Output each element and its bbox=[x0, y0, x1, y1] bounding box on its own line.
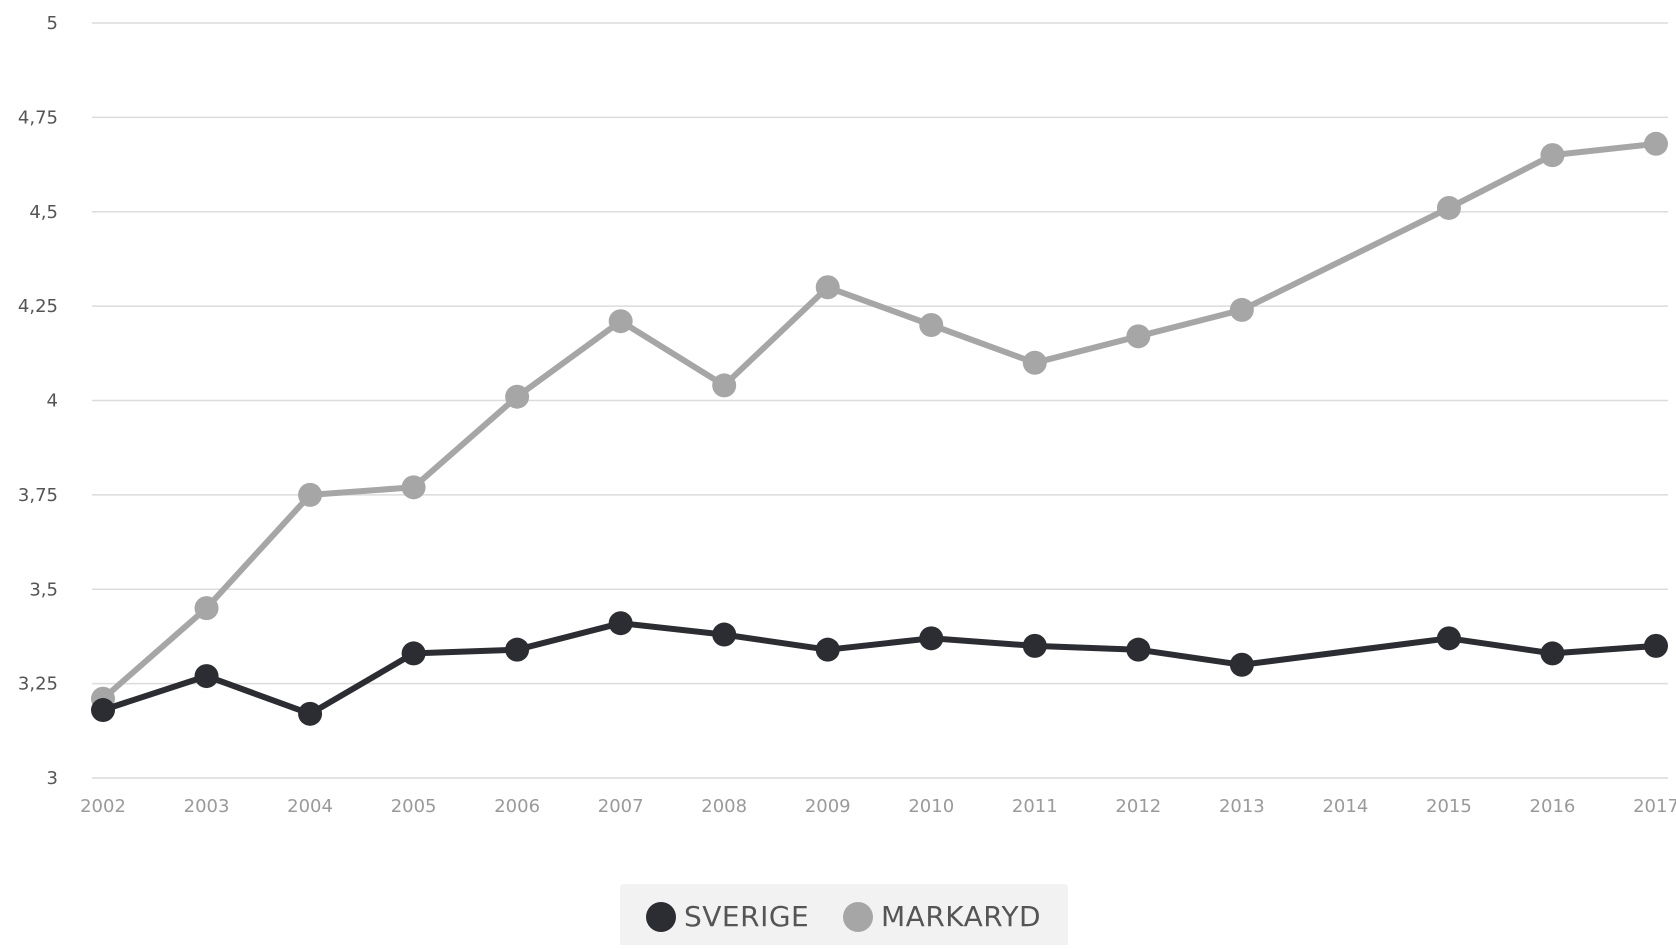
x-tick-label: 2017 bbox=[1633, 796, 1676, 817]
x-tick-label: 2004 bbox=[287, 796, 333, 817]
data-point-sverige-2007[interactable] bbox=[608, 611, 633, 636]
y-tick-label: 4,5 bbox=[29, 202, 58, 223]
data-point-markaryd-2007[interactable] bbox=[608, 309, 633, 334]
x-tick-label: 2007 bbox=[598, 796, 644, 817]
data-point-sverige-2016[interactable] bbox=[1540, 641, 1565, 666]
data-point-sverige-2012[interactable] bbox=[1126, 637, 1151, 662]
gridlines bbox=[92, 22, 1668, 779]
data-point-markaryd-2016[interactable] bbox=[1540, 143, 1565, 168]
data-point-markaryd-2010[interactable] bbox=[919, 313, 944, 337]
data-point-sverige-2015[interactable] bbox=[1436, 626, 1461, 651]
x-axis-ticks: 2002 2003 2004 2005 2006 2007 2008 2009 2010 2011… bbox=[80, 796, 1676, 817]
legend-item-sverige[interactable]: SVERIGE bbox=[646, 900, 809, 933]
data-point-markaryd-2005[interactable] bbox=[401, 475, 426, 500]
y-axis-ticks: 3 3,25 3,5 3,75 4 4,25 4,5 4,75 5 bbox=[18, 13, 58, 789]
y-tick-label: 3,5 bbox=[29, 579, 58, 600]
data-point-sverige-2002[interactable] bbox=[91, 698, 115, 723]
series-line-sverige bbox=[100, 620, 1659, 717]
data-point-sverige-2006[interactable] bbox=[505, 637, 530, 662]
data-point-sverige-2009[interactable] bbox=[815, 637, 840, 662]
series-line-markaryd bbox=[100, 140, 1659, 702]
x-tick-label: 2006 bbox=[494, 796, 540, 817]
x-tick-label: 2013 bbox=[1219, 796, 1265, 817]
x-tick-label: 2010 bbox=[908, 796, 954, 817]
data-point-markaryd-2006[interactable] bbox=[505, 384, 530, 409]
data-point-sverige-2008[interactable] bbox=[712, 622, 737, 647]
data-point-sverige-2011[interactable] bbox=[1022, 633, 1047, 658]
x-tick-label: 2011 bbox=[1012, 796, 1058, 817]
series-lines bbox=[91, 131, 1668, 726]
y-tick-label: 3 bbox=[47, 768, 58, 789]
legend-label-markaryd: MARKARYD bbox=[881, 900, 1042, 933]
data-point-sverige-2005[interactable] bbox=[401, 641, 426, 666]
x-tick-label: 2015 bbox=[1426, 796, 1472, 817]
y-tick-label: 4,25 bbox=[18, 296, 58, 317]
x-tick-label: 2002 bbox=[80, 796, 126, 817]
data-point-sverige-2010[interactable] bbox=[919, 626, 944, 651]
x-tick-label: 2009 bbox=[805, 796, 851, 817]
series-sverige bbox=[91, 611, 1668, 726]
y-tick-label: 5 bbox=[47, 13, 58, 34]
series-markaryd bbox=[91, 131, 1668, 711]
x-tick-label: 2008 bbox=[701, 796, 747, 817]
data-point-markaryd-2013[interactable] bbox=[1229, 297, 1254, 322]
x-tick-label: 2014 bbox=[1322, 796, 1368, 817]
data-point-sverige-2004[interactable] bbox=[298, 701, 323, 726]
data-point-markaryd-2004[interactable] bbox=[298, 482, 323, 507]
x-tick-label: 2005 bbox=[391, 796, 437, 817]
data-point-markaryd-2017[interactable] bbox=[1644, 131, 1668, 156]
data-point-markaryd-2012[interactable] bbox=[1126, 324, 1151, 349]
data-point-markaryd-2011[interactable] bbox=[1022, 350, 1047, 375]
legend-marker-markaryd bbox=[843, 901, 873, 932]
x-tick-label: 2003 bbox=[184, 796, 230, 817]
data-point-markaryd-2009[interactable] bbox=[815, 275, 840, 300]
data-point-markaryd-2008[interactable] bbox=[712, 373, 737, 398]
y-tick-label: 4 bbox=[47, 391, 58, 412]
legend-item-markaryd[interactable]: MARKARYD bbox=[843, 900, 1041, 933]
data-point-markaryd-2003[interactable] bbox=[194, 596, 219, 621]
x-tick-label: 2016 bbox=[1530, 796, 1576, 817]
legend-label-sverige: SVERIGE bbox=[684, 900, 810, 933]
y-tick-label: 3,25 bbox=[18, 674, 58, 695]
legend: SVERIGE MARKARYD bbox=[620, 884, 1068, 945]
y-tick-label: 3,75 bbox=[18, 485, 58, 506]
data-point-sverige-2017[interactable] bbox=[1644, 633, 1668, 658]
legend-marker-sverige bbox=[646, 901, 676, 932]
data-point-sverige-2013[interactable] bbox=[1229, 652, 1254, 677]
x-tick-label: 2012 bbox=[1115, 796, 1161, 817]
y-tick-label: 4,75 bbox=[18, 107, 58, 128]
data-point-sverige-2003[interactable] bbox=[194, 664, 219, 689]
data-point-markaryd-2015[interactable] bbox=[1436, 195, 1461, 220]
